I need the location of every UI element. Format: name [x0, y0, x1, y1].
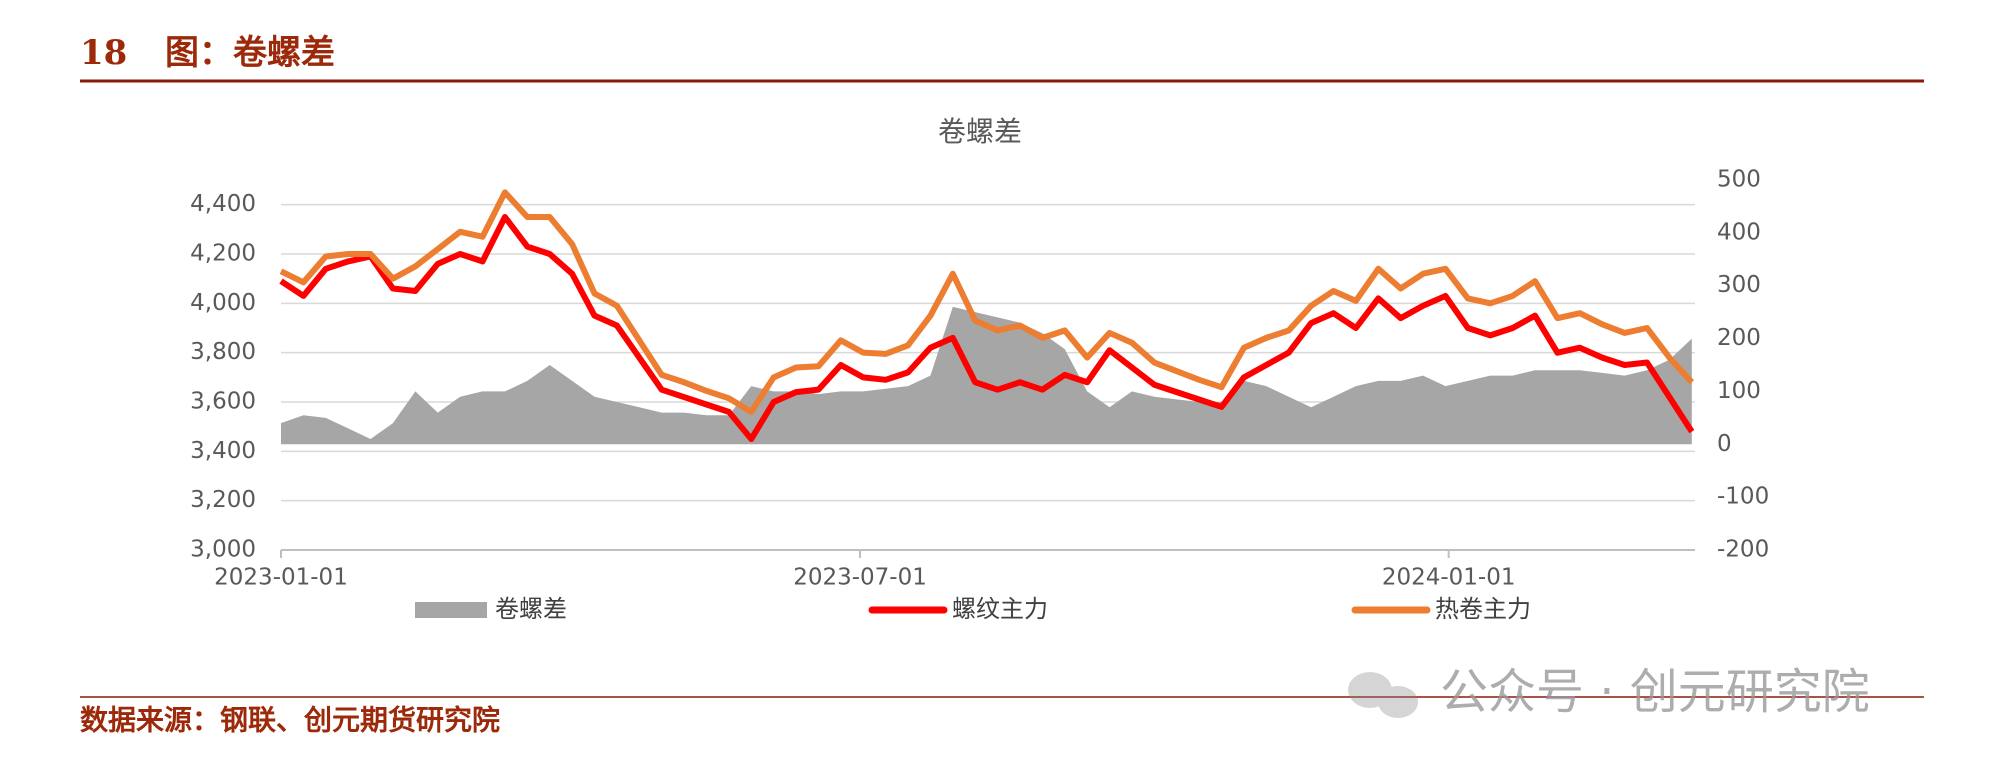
source: 数据来源：钢联、创元期货研究院 — [80, 704, 500, 737]
header-number: 18 — [80, 33, 127, 73]
watermark: 公众号 · 创元研究院 — [1440, 664, 1870, 720]
y-tick-label: 3,600 — [190, 389, 256, 415]
y-tick-label: 4,000 — [190, 290, 256, 316]
x-tick-label: 2023-01-01 — [214, 565, 348, 591]
y-tick-label: 3,800 — [190, 339, 256, 365]
legend-label: 螺纹主力 — [952, 595, 1048, 623]
y-tick-label: 3,000 — [190, 537, 256, 563]
y2-tick-label: 200 — [1717, 325, 1761, 351]
x-tick-label: 2023-07-01 — [793, 565, 927, 591]
y2-tick-label: 400 — [1717, 219, 1761, 245]
price-line — [279, 214, 1695, 442]
spread-area — [281, 306, 1692, 445]
y-tick-label: 4,400 — [190, 191, 256, 217]
y2-tick-label: -100 — [1717, 484, 1769, 510]
legend-label: 卷螺差 — [495, 595, 567, 623]
y-tick-label: 4,200 — [190, 241, 256, 267]
y2-tick-label: 0 — [1717, 431, 1732, 457]
y2-tick-label: -200 — [1717, 537, 1769, 563]
legend-swatch — [415, 602, 487, 618]
watermark-icon — [1348, 672, 1418, 718]
y2-tick-label: 100 — [1717, 378, 1761, 404]
y2-tick-label: 500 — [1717, 167, 1761, 193]
legend-label: 热卷主力 — [1435, 595, 1531, 623]
price-line — [279, 189, 1695, 415]
x-tick-label: 2024-01-01 — [1382, 565, 1516, 591]
y-tick-label: 3,400 — [190, 438, 256, 464]
chart-title: 卷螺差 — [938, 115, 1022, 148]
y2-tick-label: 300 — [1717, 272, 1761, 298]
header-title: 图：卷螺差 — [165, 33, 335, 73]
y-tick-label: 3,200 — [190, 487, 256, 513]
